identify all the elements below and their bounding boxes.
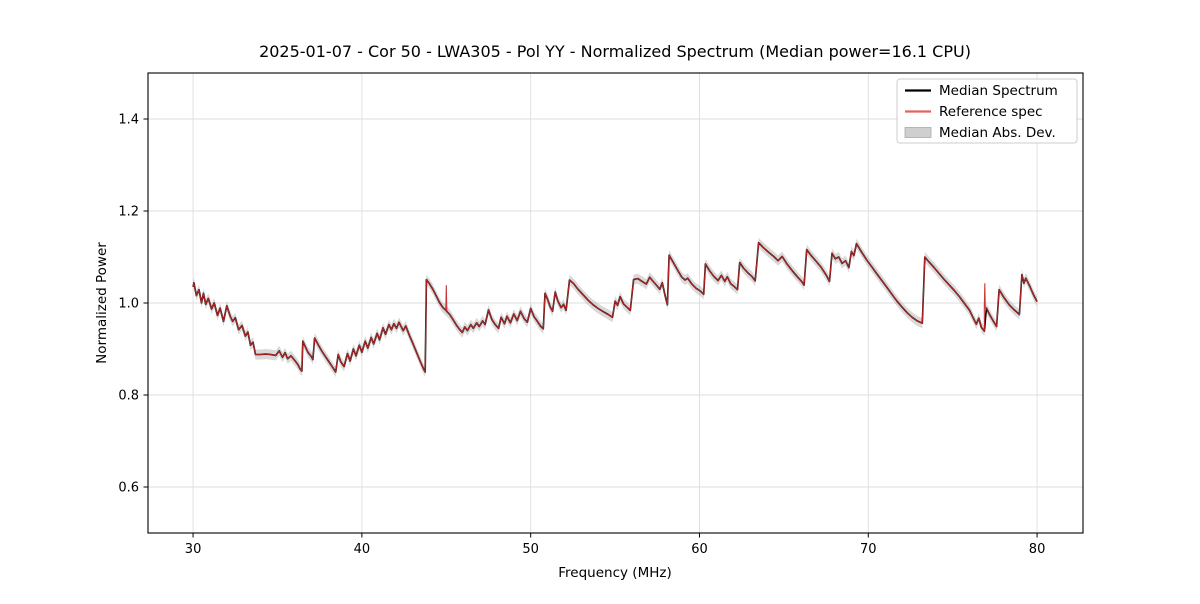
reference-spec-line xyxy=(192,242,1038,373)
legend-item-median-spectrum: Median Spectrum xyxy=(905,83,1058,99)
y-axis-label: Normalized Power xyxy=(94,242,110,364)
x-tick-label: 70 xyxy=(860,542,877,557)
y-tick-label: 1.2 xyxy=(118,205,139,220)
legend-box xyxy=(896,78,1078,144)
legend-label: Median Abs. Dev. xyxy=(939,125,1056,141)
y-tick-label: 0.6 xyxy=(118,481,139,496)
axes: 30 40 50 60 70 80 0.6 0.8 1.0 1.2 1.4 xyxy=(118,72,1084,557)
x-axis-label: Frequency (MHz) xyxy=(558,565,671,581)
legend-item-median-abs-dev: Median Abs. Dev. xyxy=(904,125,1056,141)
spectrum-lines xyxy=(192,241,1038,373)
mad-band xyxy=(193,237,1038,378)
x-tick-label: 50 xyxy=(522,542,539,557)
mad-band-area xyxy=(193,237,1038,378)
chart-title: 2025-01-07 - Cor 50 - LWA305 - Pol YY - … xyxy=(259,42,971,61)
x-tick-label: 80 xyxy=(1029,542,1046,557)
y-tick-label: 1.0 xyxy=(118,297,139,312)
median-spectrum-line xyxy=(192,241,1038,373)
x-tick-label: 40 xyxy=(354,542,371,557)
legend-patch-swatch xyxy=(904,127,932,138)
x-tick-label: 60 xyxy=(691,542,708,557)
legend-label: Median Spectrum xyxy=(939,83,1058,99)
legend-label: Reference spec xyxy=(939,104,1043,120)
legend: Median Spectrum Reference spec Median Abs.… xyxy=(896,78,1078,144)
y-tick-label: 0.8 xyxy=(118,389,139,404)
legend-item-reference-spec: Reference spec xyxy=(905,104,1043,120)
y-tick-label: 1.4 xyxy=(118,113,139,128)
x-tick-label: 30 xyxy=(185,542,202,557)
